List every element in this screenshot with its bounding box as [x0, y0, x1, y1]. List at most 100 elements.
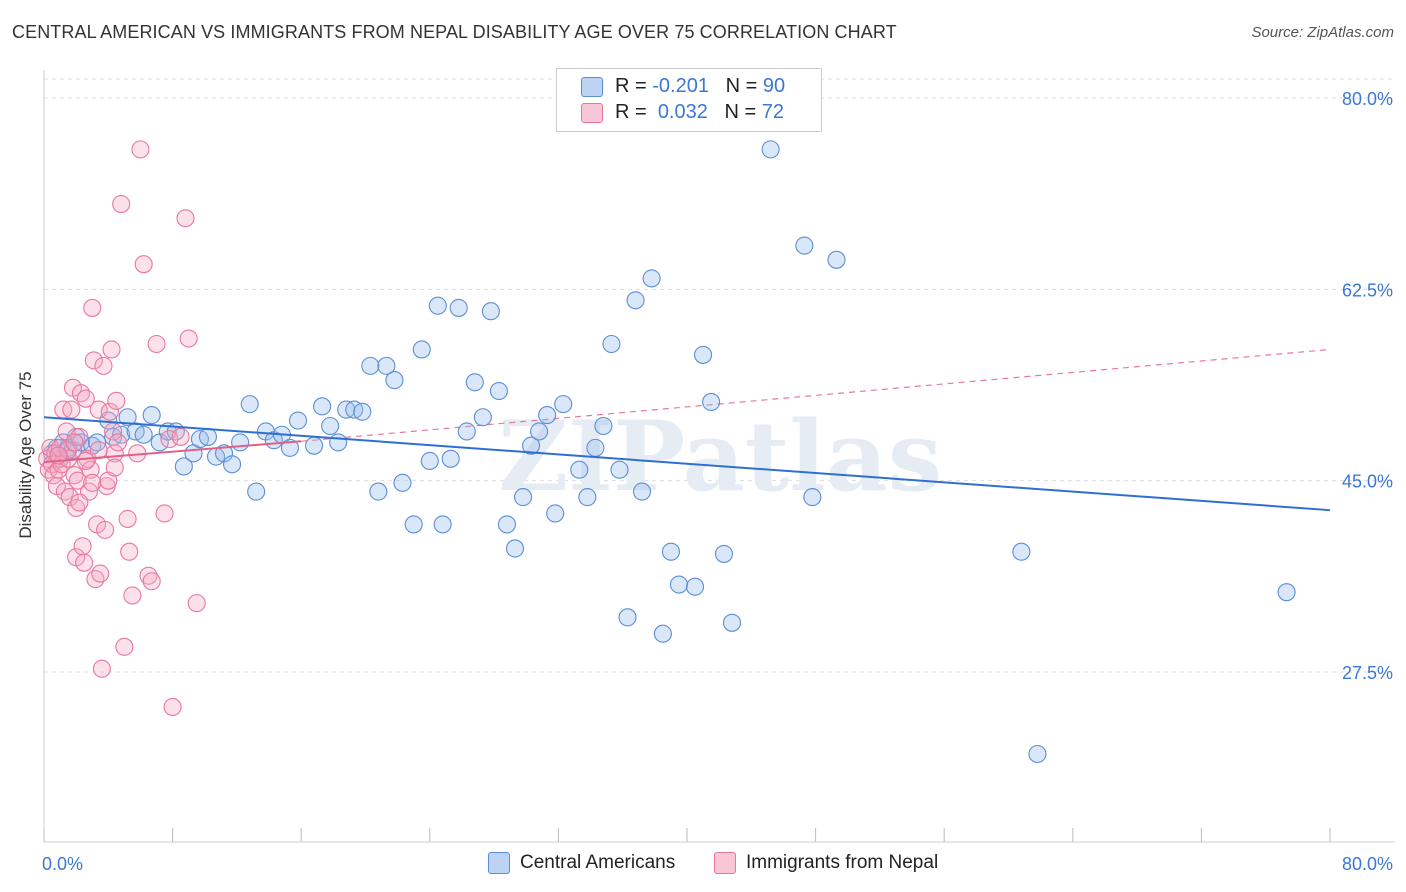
- data-point-nepal: [99, 471, 118, 490]
- data-point-central-americans: [465, 373, 484, 392]
- data-point-central-americans: [538, 406, 557, 425]
- y-tick-label: 62.5%: [1342, 280, 1393, 300]
- legend-swatch-pink: [714, 852, 736, 874]
- data-point-central-americans: [118, 408, 137, 427]
- data-point-nepal: [100, 402, 119, 421]
- data-point-central-americans: [554, 395, 573, 414]
- data-point-nepal: [115, 637, 134, 656]
- data-point-central-americans: [761, 140, 780, 159]
- data-point-central-americans: [722, 613, 742, 632]
- data-point-nepal: [107, 391, 126, 410]
- data-point-nepal: [70, 427, 89, 446]
- data-point-central-americans: [393, 473, 412, 492]
- legend-n-value: 90: [762, 75, 786, 97]
- x-tick-label: 80.0%: [1342, 854, 1393, 874]
- data-point-nepal: [171, 427, 190, 446]
- legend-swatch-blue: [488, 852, 510, 874]
- data-point-central-americans: [247, 482, 266, 501]
- data-point-nepal: [147, 334, 166, 354]
- data-point-central-americans: [642, 269, 661, 288]
- data-point-nepal: [60, 488, 79, 507]
- trend-line-central-americans: [43, 416, 1331, 512]
- data-point-central-americans: [412, 340, 431, 359]
- data-point-central-americans: [385, 371, 404, 390]
- data-point-nepal: [73, 537, 92, 556]
- data-point-central-americans: [578, 488, 597, 507]
- data-point-central-americans: [321, 416, 340, 436]
- data-point-central-americans: [449, 298, 468, 317]
- data-point-central-americans: [223, 455, 242, 474]
- data-point-central-americans: [489, 381, 508, 401]
- data-point-central-americans: [505, 539, 525, 558]
- data-point-central-americans: [240, 395, 259, 414]
- data-point-central-americans: [546, 504, 565, 523]
- data-point-nepal: [92, 659, 111, 678]
- legend-item-central-americans: Central Americans: [488, 852, 675, 874]
- data-point-nepal: [160, 430, 179, 449]
- data-point-central-americans: [361, 356, 380, 375]
- data-point-nepal: [120, 542, 139, 561]
- data-point-nepal: [123, 586, 142, 605]
- data-point-nepal: [163, 697, 182, 717]
- legend-r-value: -0.201: [652, 75, 709, 97]
- data-point-central-americans: [313, 397, 332, 416]
- data-point-central-americans: [702, 392, 721, 411]
- data-point-central-americans: [685, 577, 705, 596]
- data-point-nepal: [76, 451, 95, 471]
- legend-label: Central Americans: [520, 852, 676, 874]
- data-point-central-americans: [288, 411, 308, 430]
- data-point-nepal: [65, 466, 84, 485]
- data-point-central-americans: [481, 302, 500, 321]
- data-point-central-americans: [280, 438, 299, 457]
- data-point-nepal: [142, 572, 161, 591]
- watermark: ZIPatlas: [498, 400, 942, 513]
- y-tick-label: 45.0%: [1342, 472, 1393, 492]
- data-point-nepal: [67, 498, 86, 518]
- correlation-legend: R = -0.201 N = 90 R = 0.032 N = 72: [556, 68, 822, 132]
- data-point-nepal: [179, 329, 198, 348]
- legend-r-label: R =: [615, 101, 647, 123]
- data-point-central-americans: [661, 542, 680, 561]
- data-point-central-americans: [586, 438, 605, 457]
- legend-label: Immigrants from Nepal: [746, 852, 939, 874]
- data-point-central-americans: [714, 544, 734, 563]
- data-point-central-americans: [803, 488, 822, 507]
- data-point-central-americans: [231, 433, 250, 452]
- data-point-central-americans: [87, 433, 107, 452]
- data-point-nepal: [83, 473, 102, 492]
- data-point-nepal: [139, 566, 158, 585]
- data-point-central-americans: [457, 422, 476, 441]
- data-point-nepal: [75, 553, 94, 572]
- data-point-central-americans: [1012, 542, 1031, 561]
- data-point-nepal: [89, 400, 108, 419]
- data-point-nepal: [112, 195, 131, 214]
- data-point-central-americans: [134, 425, 153, 444]
- legend-swatch-blue: [581, 76, 603, 97]
- data-point-central-americans: [618, 608, 637, 627]
- source-label: Source: ZipAtlas.com: [1251, 24, 1394, 41]
- trend-line-nepal-dashed: [301, 348, 1331, 442]
- y-tick-label: 27.5%: [1342, 663, 1393, 683]
- data-point-nepal: [65, 433, 84, 452]
- series-legend: Central Americans Immigrants from Nepal: [0, 852, 1406, 878]
- data-point-central-americans: [404, 515, 423, 534]
- data-point-nepal: [105, 458, 124, 477]
- data-point-nepal: [83, 298, 102, 317]
- data-point-nepal: [108, 433, 127, 452]
- data-point-central-americans: [377, 356, 396, 375]
- y-tick-label: 80.0%: [1342, 89, 1393, 109]
- legend-item-nepal: Immigrants from Nepal: [714, 852, 938, 874]
- data-point-central-americans: [433, 515, 452, 534]
- data-point-central-americans: [473, 408, 492, 427]
- data-point-central-americans: [353, 402, 372, 421]
- y-axis-label: Disability Age Over 75: [16, 371, 35, 539]
- data-point-central-americans: [694, 345, 713, 364]
- data-point-central-americans: [513, 488, 533, 507]
- data-point-central-americans: [142, 406, 161, 425]
- data-point-central-americans: [329, 433, 348, 452]
- data-point-nepal: [134, 255, 153, 274]
- data-point-nepal: [84, 351, 103, 370]
- chart-title: CENTRAL AMERICAN VS IMMIGRANTS FROM NEPA…: [12, 22, 897, 42]
- legend-r-label: R =: [615, 75, 647, 97]
- data-point-nepal: [81, 460, 100, 479]
